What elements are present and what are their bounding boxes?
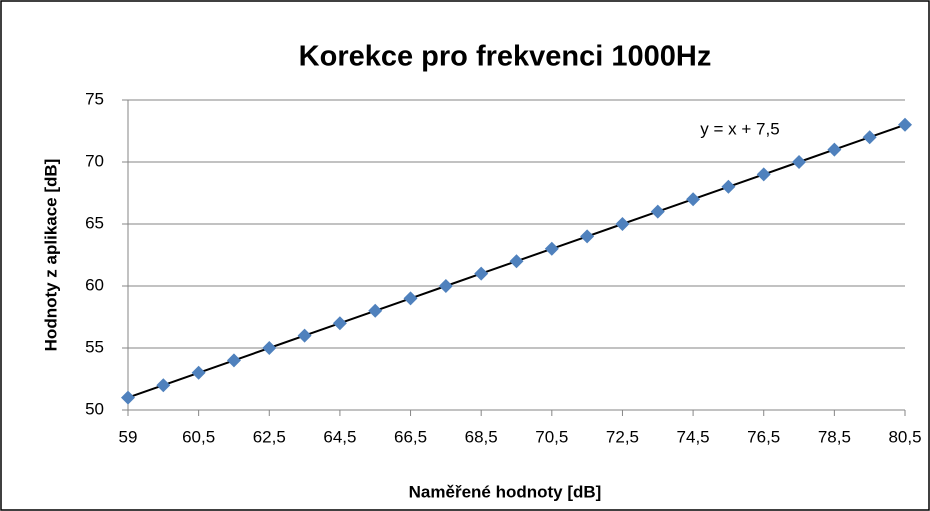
y-axis-label: Hodnoty z aplikace [dB]	[41, 159, 60, 352]
y-tick-label: 65	[85, 213, 104, 232]
y-tick-label: 75	[85, 89, 104, 108]
data-point	[650, 204, 665, 219]
x-tick-label: 66,5	[394, 427, 427, 446]
x-tick-label: 62,5	[253, 427, 286, 446]
x-tick-label: 78,5	[818, 427, 851, 446]
data-point	[121, 390, 135, 405]
y-tick-label: 70	[85, 151, 104, 170]
trendline-equation: y = x + 7,5	[700, 119, 779, 138]
x-tick-label: 72,5	[606, 427, 639, 446]
data-point	[827, 142, 842, 157]
data-point	[438, 279, 453, 293]
x-axis-label: Naměřené hodnoty [dB]	[409, 482, 602, 501]
data-point	[544, 241, 559, 256]
x-tick-label: 68,5	[465, 427, 498, 446]
x-tick-label: 74,5	[677, 427, 710, 446]
data-point	[297, 328, 312, 343]
data-point	[262, 341, 277, 355]
y-tick-label: 60	[85, 275, 104, 294]
data-point	[156, 378, 171, 393]
x-tick-label: 60,5	[182, 427, 215, 446]
data-point	[191, 365, 206, 380]
data-point	[580, 229, 595, 244]
x-tick-label: 59	[119, 427, 138, 446]
data-point	[368, 303, 383, 318]
x-tick-label: 64,5	[323, 427, 356, 446]
x-tick-label: 80,5	[888, 427, 921, 446]
data-point	[898, 117, 912, 132]
data-point	[509, 254, 524, 269]
data-point	[756, 167, 771, 182]
data-point	[403, 291, 418, 306]
data-point	[226, 353, 241, 368]
data-point	[686, 192, 701, 207]
chart-title: Korekce pro frekvenci 1000Hz	[299, 41, 712, 73]
data-point	[615, 217, 630, 231]
data-point	[792, 155, 807, 169]
data-point	[721, 179, 736, 194]
y-tick-label: 55	[85, 337, 104, 356]
data-point	[332, 316, 347, 331]
y-tick-label: 50	[85, 399, 104, 418]
data-point	[474, 266, 489, 281]
x-tick-label: 76,5	[747, 427, 780, 446]
x-tick-label: 70,5	[535, 427, 568, 446]
data-point	[862, 130, 877, 145]
